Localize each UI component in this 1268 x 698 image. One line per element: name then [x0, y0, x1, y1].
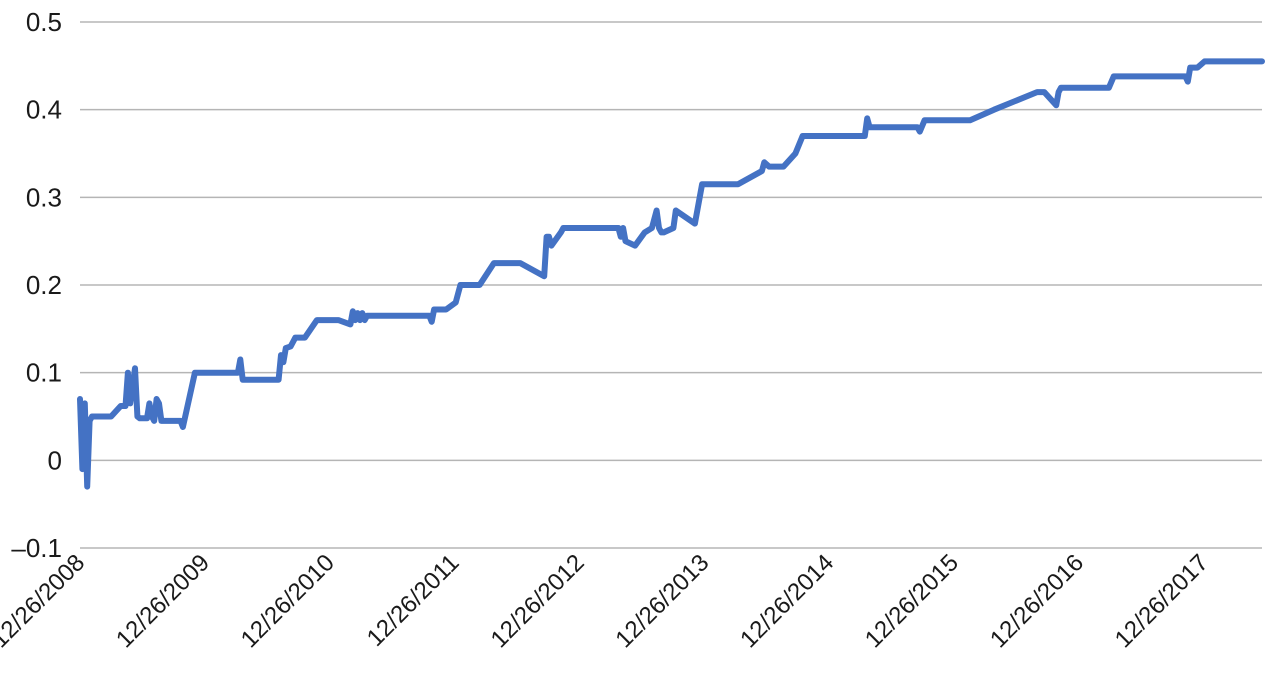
x-tick-label: 12/26/2014	[735, 549, 839, 653]
x-tick-label: 12/26/2013	[610, 549, 714, 653]
x-tick-label: 12/26/2011	[362, 549, 465, 652]
x-tick-label: 12/26/2010	[236, 549, 340, 653]
x-tick-label: 12/26/2015	[860, 549, 964, 653]
y-tick-label: 0.1	[26, 358, 62, 388]
y-axis-tick-labels: –0.1 0 0.1 0.2 0.3 0.4 0.5	[11, 7, 62, 563]
y-tick-label: 0	[48, 445, 62, 475]
y-tick-label: 0.2	[26, 270, 62, 300]
y-tick-label: 0.5	[26, 7, 62, 37]
series-line	[77, 58, 1265, 490]
gridlines	[80, 21, 1262, 549]
y-tick-label: –0.1	[11, 533, 62, 563]
x-tick-label: 12/26/2008	[0, 549, 90, 653]
x-tick-label: 12/26/2012	[486, 549, 590, 653]
y-tick-label: 0.3	[26, 182, 62, 212]
x-axis-tick-labels: 12/26/2008 12/26/2009 12/26/2010 12/26/2011…	[0, 549, 1214, 653]
y-tick-label: 0.4	[26, 95, 62, 125]
x-tick-label: 12/26/2017	[1110, 549, 1214, 653]
x-tick-label: 12/26/2016	[985, 549, 1089, 653]
x-tick-label: 12/26/2009	[111, 549, 215, 653]
series-layer	[77, 58, 1265, 490]
